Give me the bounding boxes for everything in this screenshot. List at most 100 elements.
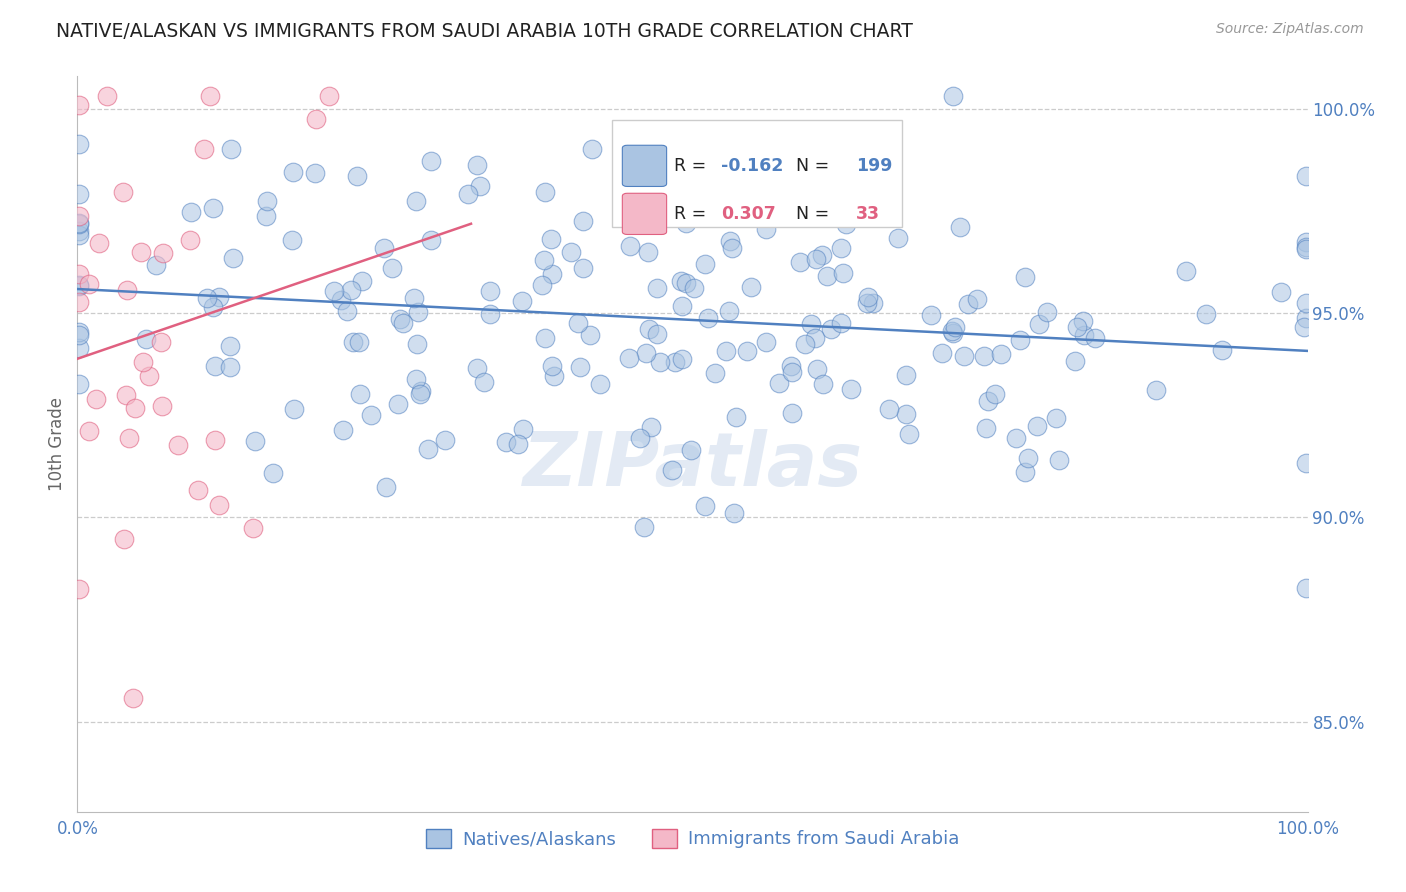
Point [697, 311, 720, 326]
FancyBboxPatch shape [613, 120, 901, 227]
Point [406, 305, 429, 319]
Point [67, 216, 90, 230]
Point [541, 359, 564, 373]
Point [1295, 296, 1317, 310]
Point [920, 308, 942, 322]
Point [862, 295, 884, 310]
Point [465, 361, 488, 376]
Point [966, 292, 988, 306]
Point [633, 519, 655, 533]
Point [219, 142, 242, 156]
Point [332, 423, 354, 437]
Point [346, 169, 368, 183]
Point [67, 209, 90, 223]
Point [373, 241, 395, 255]
Point [943, 320, 966, 334]
Text: R =: R = [673, 157, 711, 175]
Text: 199: 199 [856, 157, 893, 175]
Point [806, 362, 828, 376]
Point [780, 359, 803, 373]
Point [768, 376, 790, 391]
Point [621, 180, 644, 194]
Point [1295, 310, 1317, 325]
Point [619, 238, 641, 252]
Point [67, 227, 90, 242]
Point [360, 408, 382, 422]
Point [540, 232, 562, 246]
Point [675, 216, 697, 230]
Point [1063, 353, 1085, 368]
Point [420, 233, 443, 247]
Point [472, 375, 495, 389]
Point [468, 179, 491, 194]
Point [179, 233, 201, 247]
Point [129, 244, 152, 259]
Point [664, 355, 686, 369]
Point [589, 377, 612, 392]
Point [67, 224, 90, 238]
Point [1005, 431, 1028, 445]
Point [655, 194, 678, 209]
Point [1295, 240, 1317, 254]
Point [665, 191, 688, 205]
Point [533, 331, 555, 345]
Point [111, 185, 134, 199]
Text: 0.307: 0.307 [721, 205, 776, 223]
Point [990, 347, 1012, 361]
Text: 33: 33 [856, 205, 880, 223]
Point [479, 284, 502, 298]
Point [198, 89, 221, 103]
Point [780, 365, 803, 379]
Point [533, 252, 555, 267]
Point [661, 463, 683, 477]
Point [636, 346, 658, 360]
Point [647, 281, 669, 295]
Point [152, 246, 174, 260]
Point [187, 483, 209, 497]
Point [405, 194, 427, 208]
Point [79, 277, 101, 291]
Point [204, 359, 226, 373]
Point [820, 322, 842, 336]
Point [877, 401, 900, 416]
Point [1144, 384, 1167, 398]
Point [281, 164, 304, 178]
Point [1195, 307, 1218, 321]
Point [780, 406, 803, 420]
Point [953, 349, 976, 363]
Point [1295, 457, 1317, 471]
Point [243, 434, 266, 449]
Point [640, 420, 662, 434]
Point [392, 316, 415, 330]
Point [718, 235, 741, 249]
Point [942, 89, 965, 103]
Point [581, 142, 603, 156]
Point [1073, 328, 1095, 343]
Point [96, 89, 118, 103]
Point [714, 343, 737, 358]
Point [67, 325, 90, 339]
Point [755, 222, 778, 236]
Point [789, 255, 811, 269]
Point [84, 392, 107, 406]
Legend: Natives/Alaskans, Immigrants from Saudi Arabia: Natives/Alaskans, Immigrants from Saudi … [419, 822, 966, 855]
Point [402, 291, 425, 305]
Point [124, 401, 146, 416]
Point [887, 230, 910, 244]
Point [793, 336, 815, 351]
Point [67, 98, 90, 112]
Point [419, 153, 441, 168]
Point [201, 300, 224, 314]
Point [67, 295, 90, 310]
Point [135, 332, 157, 346]
Point [1028, 318, 1050, 332]
Point [506, 437, 529, 451]
Point [323, 284, 346, 298]
Point [941, 324, 963, 338]
Point [457, 187, 479, 202]
Point [1010, 333, 1032, 347]
Point [578, 327, 600, 342]
Point [839, 382, 862, 396]
Point [304, 165, 326, 179]
Point [283, 402, 305, 417]
